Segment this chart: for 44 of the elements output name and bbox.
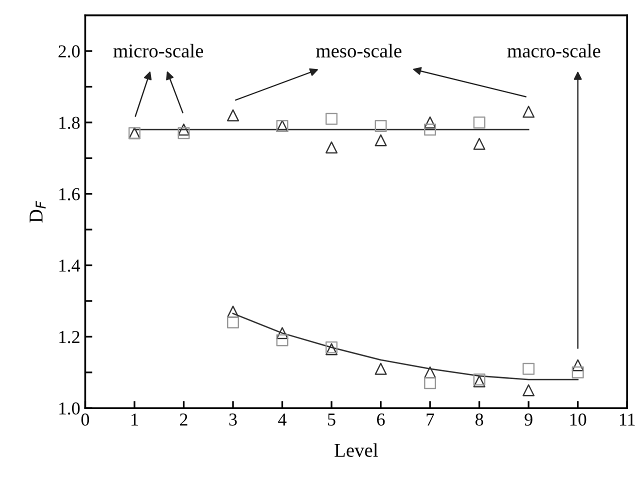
annotation: meso-scale xyxy=(316,44,402,58)
y-tick-label: 1.8 xyxy=(59,116,80,129)
x-tick-label: 5 xyxy=(328,414,336,426)
point xyxy=(227,316,240,328)
x-tick-label: 0 xyxy=(81,413,90,426)
x-tick-label: 3 xyxy=(229,414,237,426)
point xyxy=(326,141,338,154)
point xyxy=(227,109,240,122)
point xyxy=(424,124,436,136)
point xyxy=(178,124,190,136)
x-tick-label: 7 xyxy=(426,414,434,426)
point xyxy=(522,384,535,396)
y-tick-label: 1.0 xyxy=(59,402,80,415)
point xyxy=(572,359,584,372)
x-tick-label: 6 xyxy=(377,414,385,426)
x-tick-label: 1 xyxy=(132,414,138,426)
y-tick-label: 1.6 xyxy=(59,188,80,200)
point xyxy=(326,112,338,125)
x-axis-title: Level xyxy=(334,443,378,457)
point xyxy=(522,362,535,375)
point xyxy=(424,377,436,390)
x-tick-label: 8 xyxy=(475,413,484,426)
point xyxy=(424,116,436,128)
point xyxy=(178,127,190,140)
point xyxy=(572,366,584,378)
annotation: micro-scale xyxy=(113,44,204,58)
y-axis-title: D$_{F}$ xyxy=(30,200,46,223)
point xyxy=(374,120,387,132)
x-tick-label: 10 xyxy=(570,413,586,426)
x-tick-label: 9 xyxy=(524,414,532,426)
y-tick-label: 1.4 xyxy=(59,260,80,272)
y-tick-label: 1.2 xyxy=(59,331,80,344)
point xyxy=(473,138,486,150)
x-tick-label: 4 xyxy=(278,414,286,426)
point xyxy=(522,106,535,118)
point xyxy=(374,134,387,146)
point xyxy=(473,116,486,128)
point xyxy=(276,334,288,346)
point xyxy=(276,327,288,340)
x-tick-label: 2 xyxy=(180,414,188,426)
y-tick-label: 2.0 xyxy=(58,45,80,58)
point xyxy=(374,362,387,375)
annotation: macro-scale xyxy=(507,44,600,58)
x-tick-label: 11 xyxy=(620,414,635,426)
